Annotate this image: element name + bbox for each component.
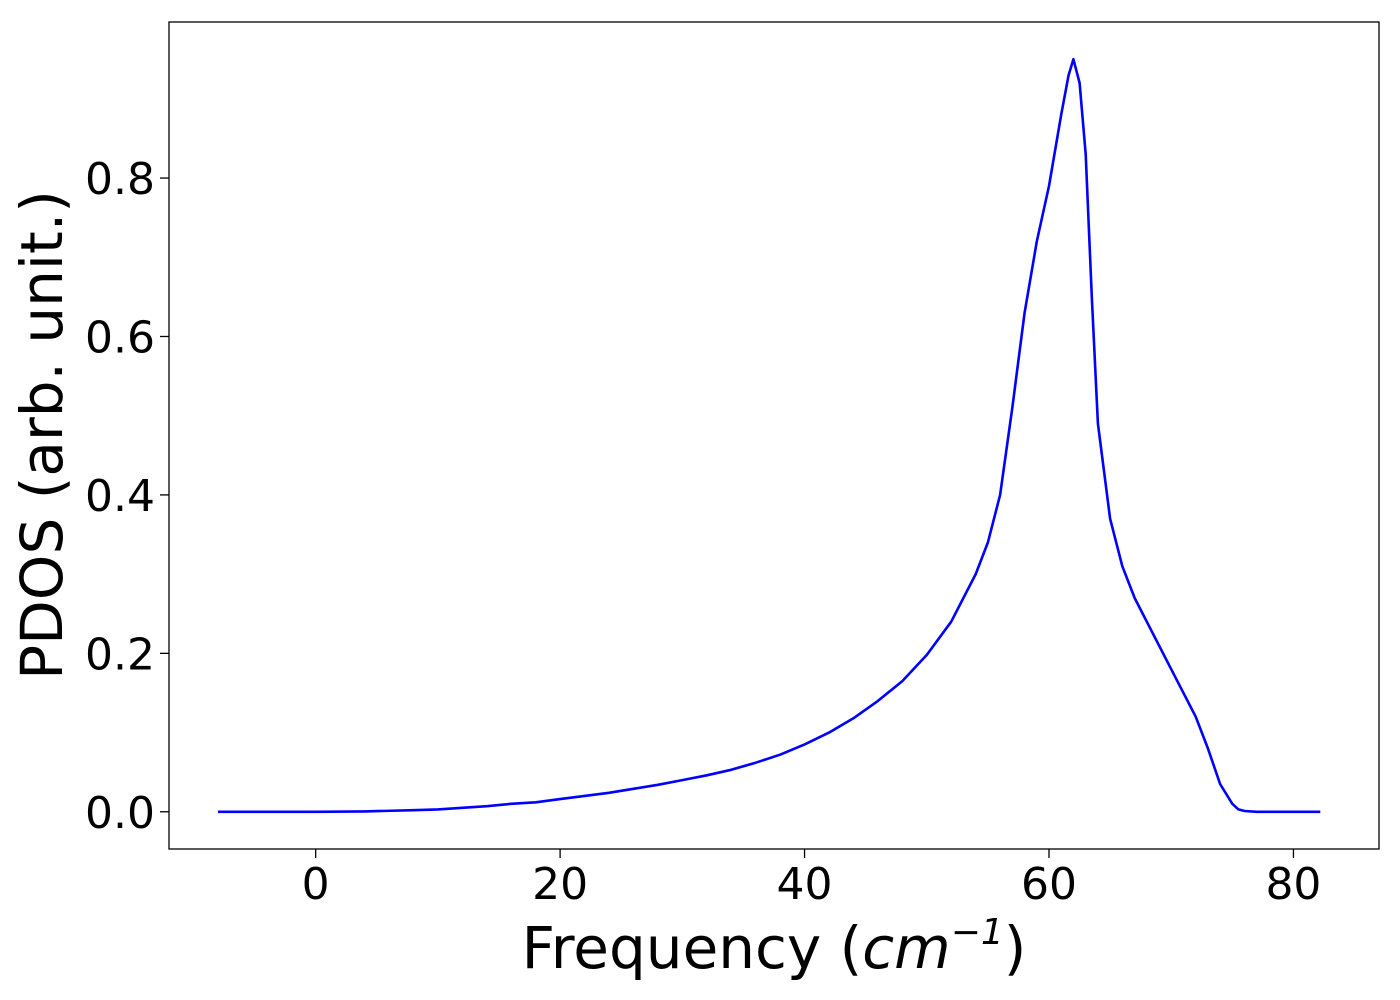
x-tick-label: 0 <box>302 859 330 910</box>
x-tick-label: 40 <box>777 859 833 910</box>
x-axis-unit-base: cm <box>862 914 950 982</box>
y-tick-label: 0.8 <box>85 154 155 205</box>
x-tick-label: 60 <box>1021 859 1077 910</box>
x-axis-title: Frequency (cm−1) <box>522 912 1027 982</box>
pdos-series-line <box>217 57 1321 814</box>
y-tick-label: 0.6 <box>85 312 155 363</box>
x-tick-label: 20 <box>532 859 588 910</box>
y-axis-title: PDOS (arb. unit.) <box>8 190 76 680</box>
y-tick-label: 0.0 <box>85 788 155 839</box>
y-tick-label: 0.2 <box>85 629 155 680</box>
x-tick-label: 80 <box>1265 859 1321 910</box>
x-axis-title-text: Frequency ( <box>522 914 863 982</box>
x-axis-title-close: ) <box>1004 914 1027 982</box>
y-tick-label: 0.4 <box>85 471 155 522</box>
y-axis-ticks: 0.0 0.2 0.4 0.6 0.8 <box>85 154 169 839</box>
x-axis-unit-exponent: −1 <box>951 912 1004 953</box>
plot-frame <box>168 21 1380 850</box>
x-axis-ticks: 0 20 40 60 80 <box>302 849 1321 910</box>
